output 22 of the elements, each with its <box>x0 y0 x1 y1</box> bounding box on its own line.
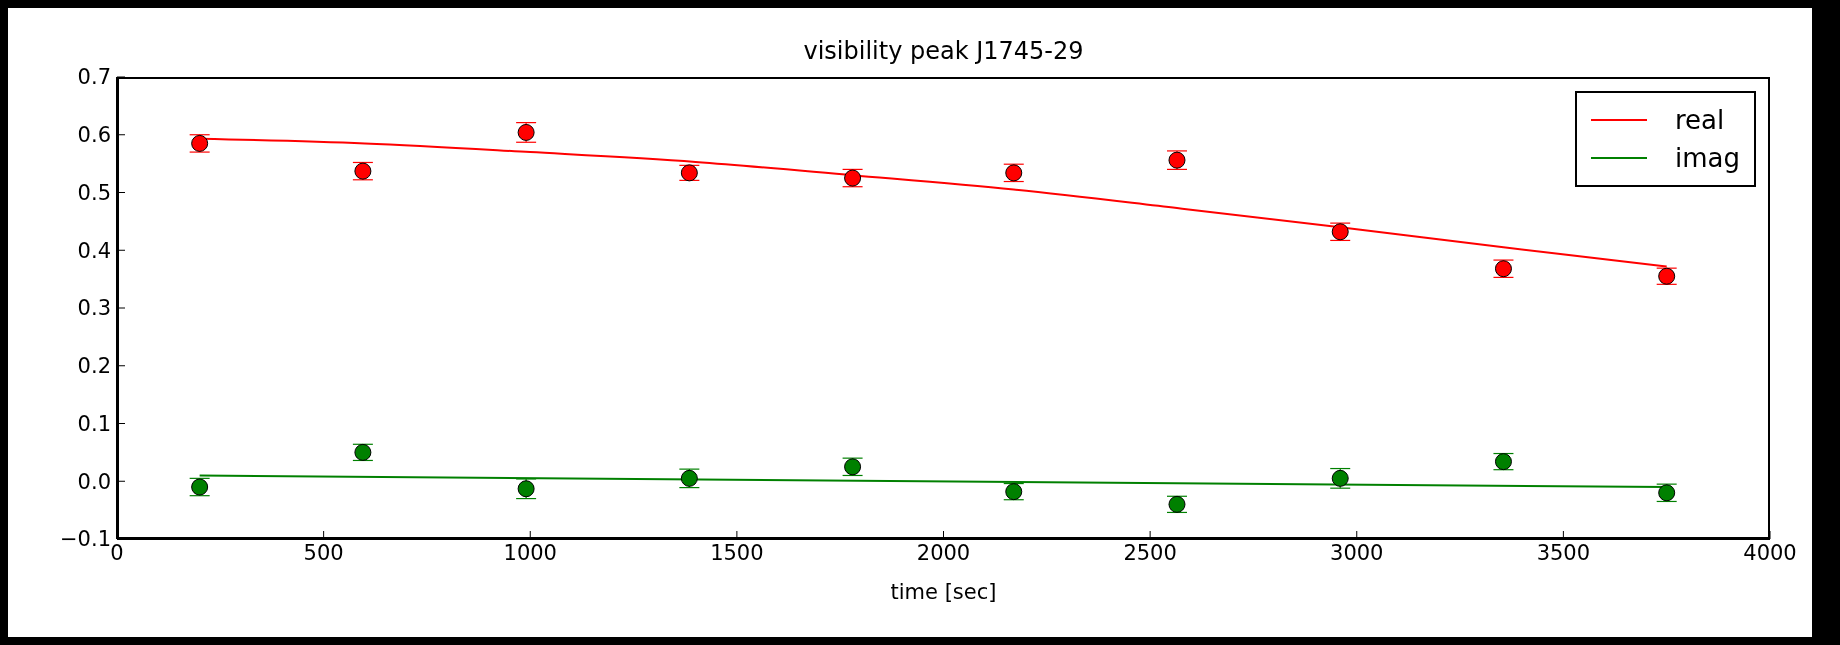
y-tick-label: 0.5 <box>77 180 111 205</box>
y-tick-label: 0.7 <box>77 65 111 90</box>
x-tick-label: 1000 <box>503 540 557 565</box>
x-tick-label: 1500 <box>710 540 764 565</box>
y-tick-label: 0.1 <box>77 411 111 436</box>
x-tick-label: 2500 <box>1123 540 1177 565</box>
y-tick-label: 0.3 <box>77 296 111 321</box>
y-tick-label: −0.1 <box>60 527 111 552</box>
x-tick-label: 2000 <box>916 540 971 565</box>
x-tick-label: 3000 <box>1330 540 1384 565</box>
x-axis-title: time [sec] <box>890 580 997 604</box>
legend-label: real <box>1675 105 1725 135</box>
y-tick-label: 0.0 <box>77 469 111 494</box>
legend-label: imag <box>1675 143 1740 173</box>
x-tick-label: 500 <box>303 540 344 565</box>
y-tick-label: 0.2 <box>77 354 111 379</box>
x-tick-label: 4000 <box>1743 540 1797 565</box>
y-tick-label: 0.4 <box>77 238 111 263</box>
y-tick-label: 0.6 <box>77 123 111 148</box>
chart-title: visibility peak J1745-29 <box>802 37 1085 65</box>
x-tick-label: 0 <box>110 540 124 565</box>
x-tick-label: 3500 <box>1536 540 1591 565</box>
